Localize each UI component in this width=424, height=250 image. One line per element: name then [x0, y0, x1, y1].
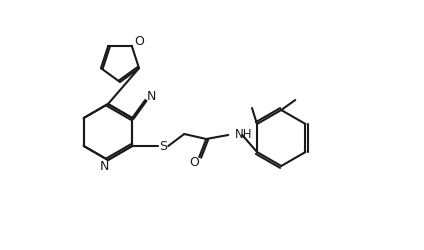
- Text: S: S: [159, 140, 167, 152]
- Text: O: O: [189, 156, 199, 168]
- Text: O: O: [134, 35, 144, 48]
- Text: NH: NH: [235, 128, 253, 140]
- Text: N: N: [147, 90, 156, 102]
- Text: N: N: [99, 160, 109, 173]
